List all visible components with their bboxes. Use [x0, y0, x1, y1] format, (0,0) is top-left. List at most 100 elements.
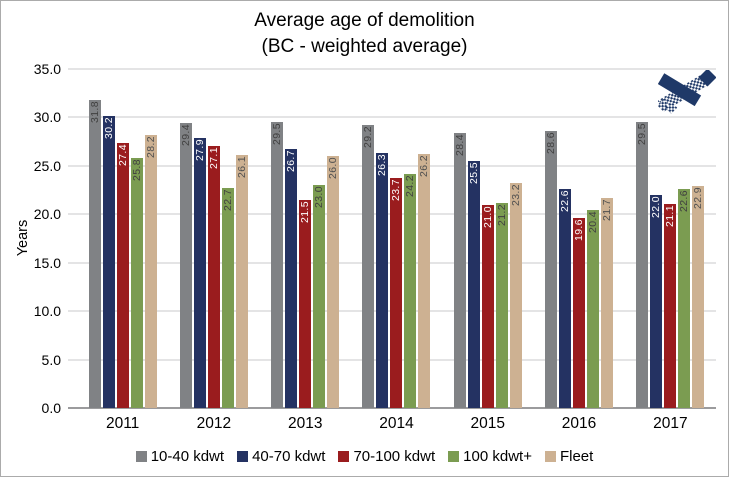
y-tick-label: 35.0	[33, 61, 61, 77]
bar-value-label: 29.5	[636, 123, 649, 146]
bar-value-label: 22.0	[650, 195, 663, 218]
bar-10-40-kdwt-2013: 29.5	[271, 122, 284, 408]
bar-70-100-kdwt-2017: 21.1	[664, 203, 677, 408]
bar-40-70-kdwt-2013: 26.7	[285, 149, 298, 408]
bar-value-label: 26.0	[327, 157, 340, 180]
bar-100-kdwt+-2013: 23.0	[313, 185, 326, 408]
y-tick-label: 5.0	[41, 351, 61, 368]
bar-100-kdwt+-2014: 24.2	[404, 173, 417, 408]
plot-area: 0.0 5.0 10.0 15.0 20.0 25.0 30.0 35.0 31.8 30.2 27…	[34, 61, 716, 416]
bar-value-label: 28.4	[453, 133, 466, 156]
bar-value-label: 30.2	[102, 116, 115, 139]
bar-value-label: 29.2	[362, 126, 375, 149]
bar-value-label: 24.2	[404, 174, 417, 197]
x-axis-labels: 2011 2012 2013 2014 2015 2016 2017	[77, 415, 716, 433]
bar-40-70-kdwt-2011: 30.2	[102, 115, 115, 408]
bar-10-40-kdwt-2012: 29.4	[179, 123, 192, 408]
legend-label-70-100-kdwt: 70-100 kdwt	[353, 448, 436, 465]
bar-fleet-2013: 26.0	[327, 156, 340, 408]
legend-label-10-40-kdwt: 10-40 kdwt	[150, 448, 225, 465]
y-tick-label: 0.0	[41, 400, 61, 416]
y-tick-label: 20.0	[33, 206, 61, 223]
legend-label-40-70-kdwt: 40-70 kdwt	[252, 448, 326, 465]
legend-item-70-100-kdwt: 70-100 kdwt	[338, 448, 435, 465]
bar-value-label: 28.2	[144, 135, 157, 158]
bar-100-kdwt+-2017: 22.6	[678, 189, 691, 408]
y-tick-label: 25.0	[33, 157, 61, 174]
x-axis-line	[68, 407, 716, 409]
bar-groups: 31.8 30.2 27.4 25.8 28.2 29.4 27.9 27.1 22.7 26.1…	[77, 69, 716, 408]
company-logo	[657, 68, 717, 114]
bar-fleet-2011: 28.2	[144, 134, 157, 408]
bar-value-label: 28.6	[545, 132, 558, 155]
bar-group-2013: 29.5 26.7 21.5 23.0 26.0	[260, 69, 351, 408]
legend-item-fleet: Fleet	[544, 448, 594, 465]
bar-fleet-2014: 26.2	[418, 154, 431, 408]
bar-fleet-2015: 23.2	[509, 183, 522, 408]
x-axis-label-2017: 2017	[653, 415, 688, 432]
bar-value-label: 26.7	[285, 150, 298, 173]
chart-title-line1: Average age of demolition	[254, 10, 475, 31]
bar-40-70-kdwt-2015: 25.5	[467, 161, 480, 408]
bar-40-70-kdwt-2017: 22.0	[650, 194, 663, 408]
bar-value-label: 27.4	[116, 143, 129, 166]
bar-group-2012: 29.4 27.9 27.1 22.7 26.1	[168, 69, 259, 408]
crossed-ribbons-logo-icon	[657, 68, 717, 114]
bar-70-100-kdwt-2012: 27.1	[207, 145, 220, 408]
bar-fleet-2017: 22.9	[692, 186, 705, 408]
bar-value-label: 25.5	[467, 162, 480, 185]
x-axis-label-2013: 2013	[287, 415, 323, 432]
legend-swatch-40-70-kdwt	[237, 451, 249, 462]
x-axis-label-2011: 2011	[105, 415, 140, 432]
bar-40-70-kdwt-2014: 26.3	[376, 153, 389, 408]
bar-group-2014: 29.2 26.3 23.7 24.2 26.2	[351, 69, 442, 408]
bar-100-kdwt+-2011: 25.8	[130, 158, 143, 408]
bar-value-label: 21.5	[299, 200, 312, 223]
bar-10-40-kdwt-2017: 29.5	[636, 122, 649, 408]
bar-group-2011: 31.8 30.2 27.4 25.8 28.2	[77, 69, 168, 408]
bar-group-2015: 28.4 25.5 21.0 21.2 23.2	[442, 69, 533, 408]
bar-value-label: 23.2	[509, 184, 522, 207]
chart-title-line2: (BC - weighted average)	[261, 36, 468, 57]
bar-value-label: 26.1	[235, 156, 248, 179]
bar-group-2016: 28.6 22.6 19.6 20.4 21.7	[533, 69, 624, 408]
gridline	[68, 165, 716, 167]
bar-value-label: 26.2	[418, 155, 431, 178]
bar-10-40-kdwt-2011: 31.8	[88, 100, 101, 408]
bar-value-label: 22.7	[221, 189, 234, 212]
bar-group-2017: 29.5 22.0 21.1 22.6 22.9	[625, 69, 716, 408]
bar-70-100-kdwt-2011: 27.4	[116, 142, 129, 408]
bar-value-label: 23.7	[390, 179, 403, 202]
y-tick-label: 30.0	[33, 109, 61, 126]
bar-70-100-kdwt-2016: 19.6	[573, 218, 586, 408]
legend-label-fleet: Fleet	[559, 448, 594, 465]
bar-10-40-kdwt-2016: 28.6	[545, 131, 558, 408]
y-tick-label: 10.0	[33, 303, 61, 320]
legend-label-100-kdwt+: 100 kdwt+	[463, 448, 532, 465]
gridline	[68, 68, 716, 70]
bar-value-label: 20.4	[587, 211, 600, 234]
bar-value-label: 21.2	[495, 203, 508, 226]
bar-fleet-2016: 21.7	[601, 197, 614, 408]
bar-40-70-kdwt-2016: 22.6	[559, 189, 572, 408]
bar-fleet-2012: 26.1	[235, 155, 248, 408]
bar-value-label: 22.9	[692, 187, 705, 210]
bar-100-kdwt+-2012: 22.7	[221, 188, 234, 408]
bar-value-label: 26.3	[376, 154, 389, 177]
bar-value-label: 27.1	[207, 146, 220, 169]
legend-swatch-fleet	[544, 451, 556, 462]
bar-value-label: 22.6	[559, 190, 572, 213]
bar-70-100-kdwt-2014: 23.7	[390, 178, 403, 408]
legend-item-10-40-kdwt: 10-40 kdwt	[135, 448, 225, 465]
x-axis-label-2014: 2014	[379, 415, 414, 432]
bar-value-label: 19.6	[573, 219, 586, 242]
y-axis-title: Years	[15, 219, 31, 257]
bar-value-label: 23.0	[313, 186, 326, 209]
bar-value-label: 27.9	[193, 138, 206, 161]
bar-10-40-kdwt-2015: 28.4	[453, 132, 466, 408]
bar-value-label: 31.8	[88, 101, 101, 124]
bar-value-label: 21.1	[664, 204, 677, 227]
x-axis-label-2012: 2012	[196, 415, 232, 432]
bar-value-label: 25.8	[130, 159, 143, 182]
